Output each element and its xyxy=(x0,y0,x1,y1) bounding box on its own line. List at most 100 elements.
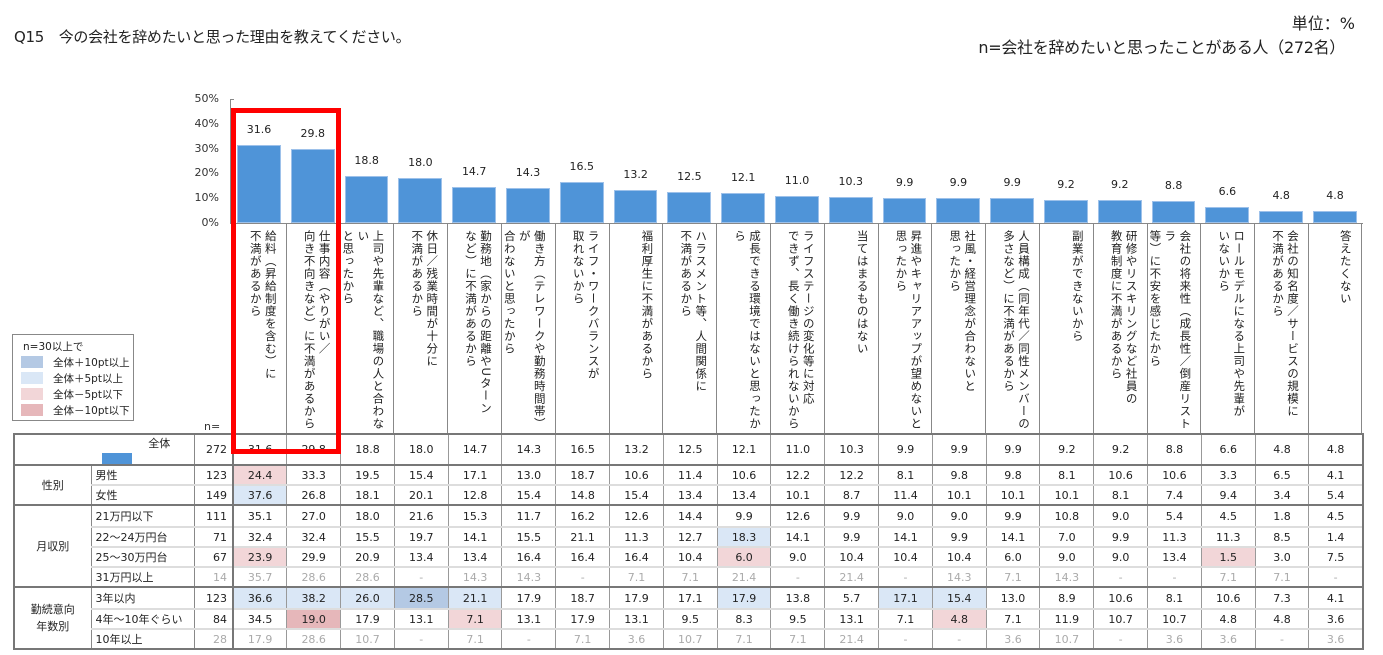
bar xyxy=(290,149,335,223)
table-cell: 17.1 xyxy=(448,464,503,485)
legend-item: 全体－10pt以下 xyxy=(21,403,130,417)
row-label: 4年～10年ぐらい xyxy=(91,608,195,629)
category-label: 研修やリスキリングなど社員の 教育制度に不満があるから xyxy=(1109,230,1139,405)
table-cell: 9.0 xyxy=(878,504,933,527)
legend-swatch xyxy=(21,388,43,400)
row-n-count: 84 xyxy=(194,608,234,629)
table-cell: 10.7 xyxy=(1093,608,1149,629)
table-cell: 4.1 xyxy=(1308,586,1364,609)
table-cell: 7.1 xyxy=(1255,566,1310,587)
table-cell: 32.4 xyxy=(233,526,288,547)
bar xyxy=(882,198,927,223)
table-cell: - xyxy=(1147,566,1202,587)
table-cell: 4.8 xyxy=(1308,433,1364,465)
table-row: 10年以上 28 17.9 28.6 10.7-7.1-7.1 3.6 10.7 7.1 7.1… xyxy=(14,628,1364,650)
table-cell: 12.1 xyxy=(717,433,772,465)
row-n-count: 71 xyxy=(194,526,234,547)
table-cell: 8.1 xyxy=(1039,464,1095,485)
table-cell: 26.0 xyxy=(340,586,395,609)
category-label-cell: 勤務地（家からの距離やUターン など）に不満があるから xyxy=(447,224,501,433)
bar xyxy=(990,198,1034,223)
row-label: 31万円以上 xyxy=(91,566,195,587)
table-cell: 7.1 xyxy=(986,566,1041,587)
table-cell: 8.8 xyxy=(1147,433,1202,465)
table-cell: 17.9 xyxy=(501,586,557,609)
table-cell: 4.5 xyxy=(1308,504,1364,527)
table-cell: 14.3 xyxy=(501,566,557,587)
category-label: 人員構成（同年代／同性メンバーの 多さなど）に不満があるから xyxy=(1001,230,1031,430)
table-cell: 3.0 xyxy=(1255,546,1310,567)
table-cell: 9.0 xyxy=(1039,546,1095,567)
category-label: 成長できる環境ではないと思ったから xyxy=(732,230,762,430)
table-cell: 24.4 xyxy=(233,464,288,485)
unit-label: 単位：% xyxy=(1291,14,1355,33)
table-cell: 16.4 xyxy=(501,546,557,567)
row-label: 女性 xyxy=(91,484,195,505)
row-n-count: 67 xyxy=(194,546,234,567)
category-label-cell: 答えたくない xyxy=(1308,224,1362,433)
table-cell: 8.5 xyxy=(1255,526,1310,547)
table-cell: 7.1 xyxy=(717,628,772,650)
bar-value-label: 9.9 xyxy=(949,176,968,190)
table-cell: - xyxy=(1093,566,1149,587)
n-header: n= xyxy=(204,420,221,433)
table-cell: 18.7 xyxy=(555,586,611,609)
bar xyxy=(667,192,712,223)
category-label: ロールモデルになる上司や先輩が いないから xyxy=(1217,230,1247,418)
table-cell: 35.1 xyxy=(233,504,288,527)
table-cell: 11.3 xyxy=(1201,526,1256,547)
table-cell: - xyxy=(1093,628,1149,650)
table-cell: 7.0 xyxy=(1039,526,1095,547)
table-cell: 13.4 xyxy=(394,546,449,567)
table-cell: 9.9 xyxy=(932,526,987,547)
table-cell: 9.2 xyxy=(1093,433,1149,465)
bar-value-label: 13.2 xyxy=(623,168,648,182)
bar-value-label: 9.9 xyxy=(895,176,914,190)
category-label: 社風・経営理念が合わないと 思ったから xyxy=(948,230,978,393)
table-cell: 3.6 xyxy=(986,628,1041,650)
bar-value-label: 9.2 xyxy=(1111,178,1129,192)
row-label: 22～24万円台 xyxy=(91,526,195,547)
table-cell: 10.6 xyxy=(717,464,772,485)
table-cell: 17.9 xyxy=(717,586,772,609)
table-cell: 18.0 xyxy=(340,504,395,527)
table-cell: 13.0 xyxy=(501,464,557,485)
table-cell: 11.4 xyxy=(878,484,933,505)
table-cell: 18.8 xyxy=(340,433,395,465)
table-cell: 14.3 xyxy=(448,566,503,587)
bar xyxy=(1205,206,1250,223)
table-cell: - xyxy=(770,566,826,587)
table-cell: 9.8 xyxy=(932,464,987,485)
category-label-cell: ライフ・ワークバランスが 取れないから xyxy=(554,224,609,433)
category-label: 上司や先輩など、職場の人と合わない と思ったから xyxy=(341,230,386,430)
bar xyxy=(398,178,443,223)
category-label: ハラスメント等、人間関係に 不満があるから xyxy=(679,230,709,393)
table-cell: 5.4 xyxy=(1147,504,1202,527)
table-cell: 4.8 xyxy=(1255,433,1310,465)
bar xyxy=(344,176,389,223)
legend-swatch xyxy=(21,404,43,416)
table-cell: 7.1 xyxy=(448,608,503,629)
table-cell: 15.4 xyxy=(394,464,449,485)
bar xyxy=(1044,200,1088,223)
category-label-cell: 研修やリスキリングなど社員の 教育制度に不満があるから xyxy=(1092,224,1147,433)
legend-label: 全体－5pt以下 xyxy=(53,388,123,401)
table-cell: 12.7 xyxy=(663,526,718,547)
table-cell: 11.0 xyxy=(770,433,826,465)
table-cell: 7.1 xyxy=(448,628,503,650)
table-cell: 9.9 xyxy=(986,433,1041,465)
table-cell: 19.7 xyxy=(394,526,449,547)
table-cell: 12.8 xyxy=(448,484,503,505)
table-cell: 4.8 xyxy=(1201,608,1256,629)
category-label: 会社の将来性（成長性／倒産リストラ 等）に不安を感じたから xyxy=(1148,230,1193,430)
table-cell: 4.1 xyxy=(1308,464,1364,485)
category-label: 昇進やキャリアアップが望めないと 思ったから xyxy=(894,230,924,430)
table-cell: 1.5 xyxy=(1201,546,1256,567)
table-cell: 9.9 xyxy=(878,433,933,465)
table-cell: 28.6 xyxy=(286,628,342,650)
bar xyxy=(237,144,281,223)
table-cell: 10.3 xyxy=(824,433,880,465)
table-cell: 10.6 xyxy=(1201,586,1256,609)
row-label: 21万円以下 xyxy=(91,504,195,527)
table-cell: 12.2 xyxy=(770,464,826,485)
